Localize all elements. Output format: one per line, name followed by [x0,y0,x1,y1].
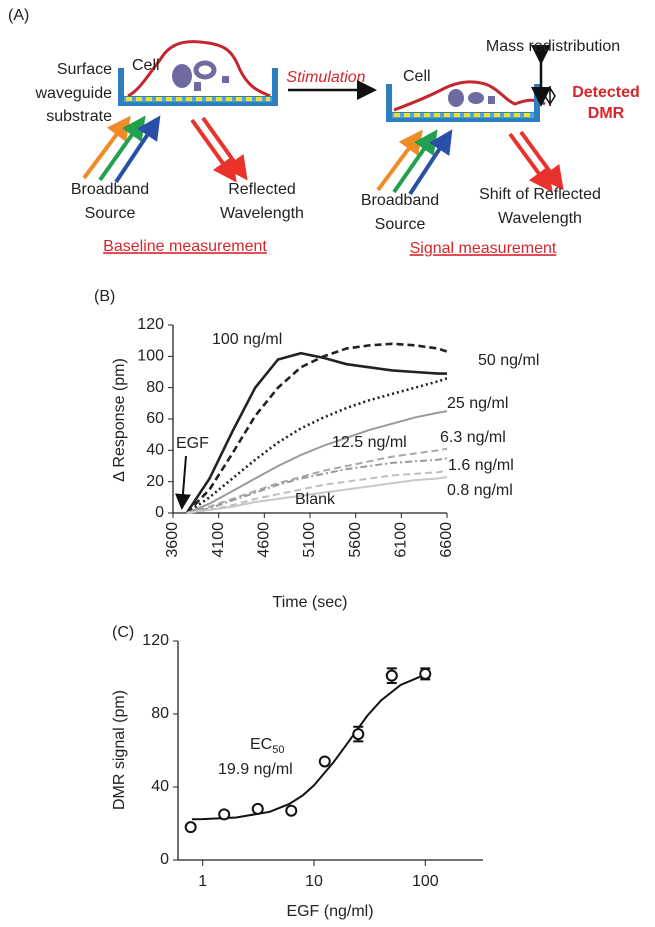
cell-label: Cell [132,57,160,74]
caption: Signal measurement [410,240,557,257]
y-tick-label: 120 [137,316,164,333]
series-label: 50 ng/ml [478,352,539,369]
data-point [352,728,365,741]
panel-label: (B) [94,288,115,305]
series-label: 1.6 ng/ml [448,457,514,474]
source-label: Source [85,205,136,222]
x-tick-label: 4100 [210,522,227,558]
source-label: Broadband [71,181,149,198]
x-tick-label: 100 [412,873,439,890]
detected-label: Detected [572,84,640,101]
y-tick-label: 20 [146,473,164,490]
x-axis-label: Time (sec) [273,594,348,611]
substrate-label: waveguide [35,85,113,102]
source-label: Source [375,216,426,233]
data-point [318,755,331,768]
substrate-label: substrate [46,108,112,125]
y-axis-label: Δ Response (pm) [111,358,128,482]
data-point [285,804,298,817]
series-line [186,447,448,514]
series-line [185,342,448,514]
mass-label: Mass redistribution [486,38,620,55]
axis [177,641,483,861]
reflected-label: Wavelength [498,210,582,227]
annotation: EGF [176,435,209,452]
right-sensor [376,45,564,196]
x-tick-label: 4600 [256,522,273,558]
annotation-text: EC [250,736,272,753]
substrate-label: Surface [57,61,112,78]
data-point [251,802,264,815]
x-axis-label: EGF (ng/ml) [286,903,373,920]
caption: Baseline measurement [103,238,267,255]
x-tick-label: 1 [198,873,207,890]
x-tick-label: 5600 [347,522,364,558]
data-point [419,667,432,680]
y-tick-label: 0 [155,504,164,521]
y-tick-label: 80 [146,379,164,396]
y-tick-label: 80 [151,705,169,722]
reflected-label: Shift of Reflected [479,186,601,203]
panel-label: (C) [112,624,134,641]
series-line [185,351,447,514]
annotation-subscript: 50 [272,744,284,756]
series-line [186,469,448,514]
series-line [186,410,448,514]
reflected-label: Reflected [228,181,296,198]
y-tick-label: 120 [142,632,169,649]
left-sensor [82,40,278,184]
series-label: Blank [295,491,336,508]
y-tick-label: 100 [137,348,164,365]
series-label: 100 ng/ml [212,331,282,348]
x-tick-label: 3600 [164,522,181,558]
y-axis-label: DMR signal (pm) [111,690,128,810]
annotation: EC50 [250,736,284,756]
series-line [186,475,448,514]
y-tick-label: 40 [151,778,169,795]
x-tick-label: 6100 [393,522,410,558]
series-label: 12.5 ng/ml [332,434,407,451]
data-point [184,821,197,834]
panel-label: (A) [8,7,29,24]
annotation-arrow [174,455,191,510]
data-point [385,669,398,682]
y-tick-label: 0 [160,851,169,868]
stimulation-label: Stimulation [286,69,365,86]
fit-curve [191,673,426,821]
x-tick-label: 5100 [301,522,318,558]
y-tick-label: 40 [146,442,164,459]
x-tick-label: 6600 [438,522,455,558]
annotation: 19.9 ng/ml [218,761,293,778]
detected-label: DMR [588,105,625,122]
series-label: 25 ng/ml [447,395,508,412]
series-label: 0.8 ng/ml [447,482,513,499]
y-tick-label: 60 [146,410,164,427]
x-tick-label: 10 [305,873,323,890]
series-label: 6.3 ng/ml [440,429,506,446]
source-label: Broadband [361,192,439,209]
series-line [186,457,448,514]
cell-label: Cell [403,68,431,85]
reflected-label: Wavelength [220,205,304,222]
data-point [218,808,231,821]
